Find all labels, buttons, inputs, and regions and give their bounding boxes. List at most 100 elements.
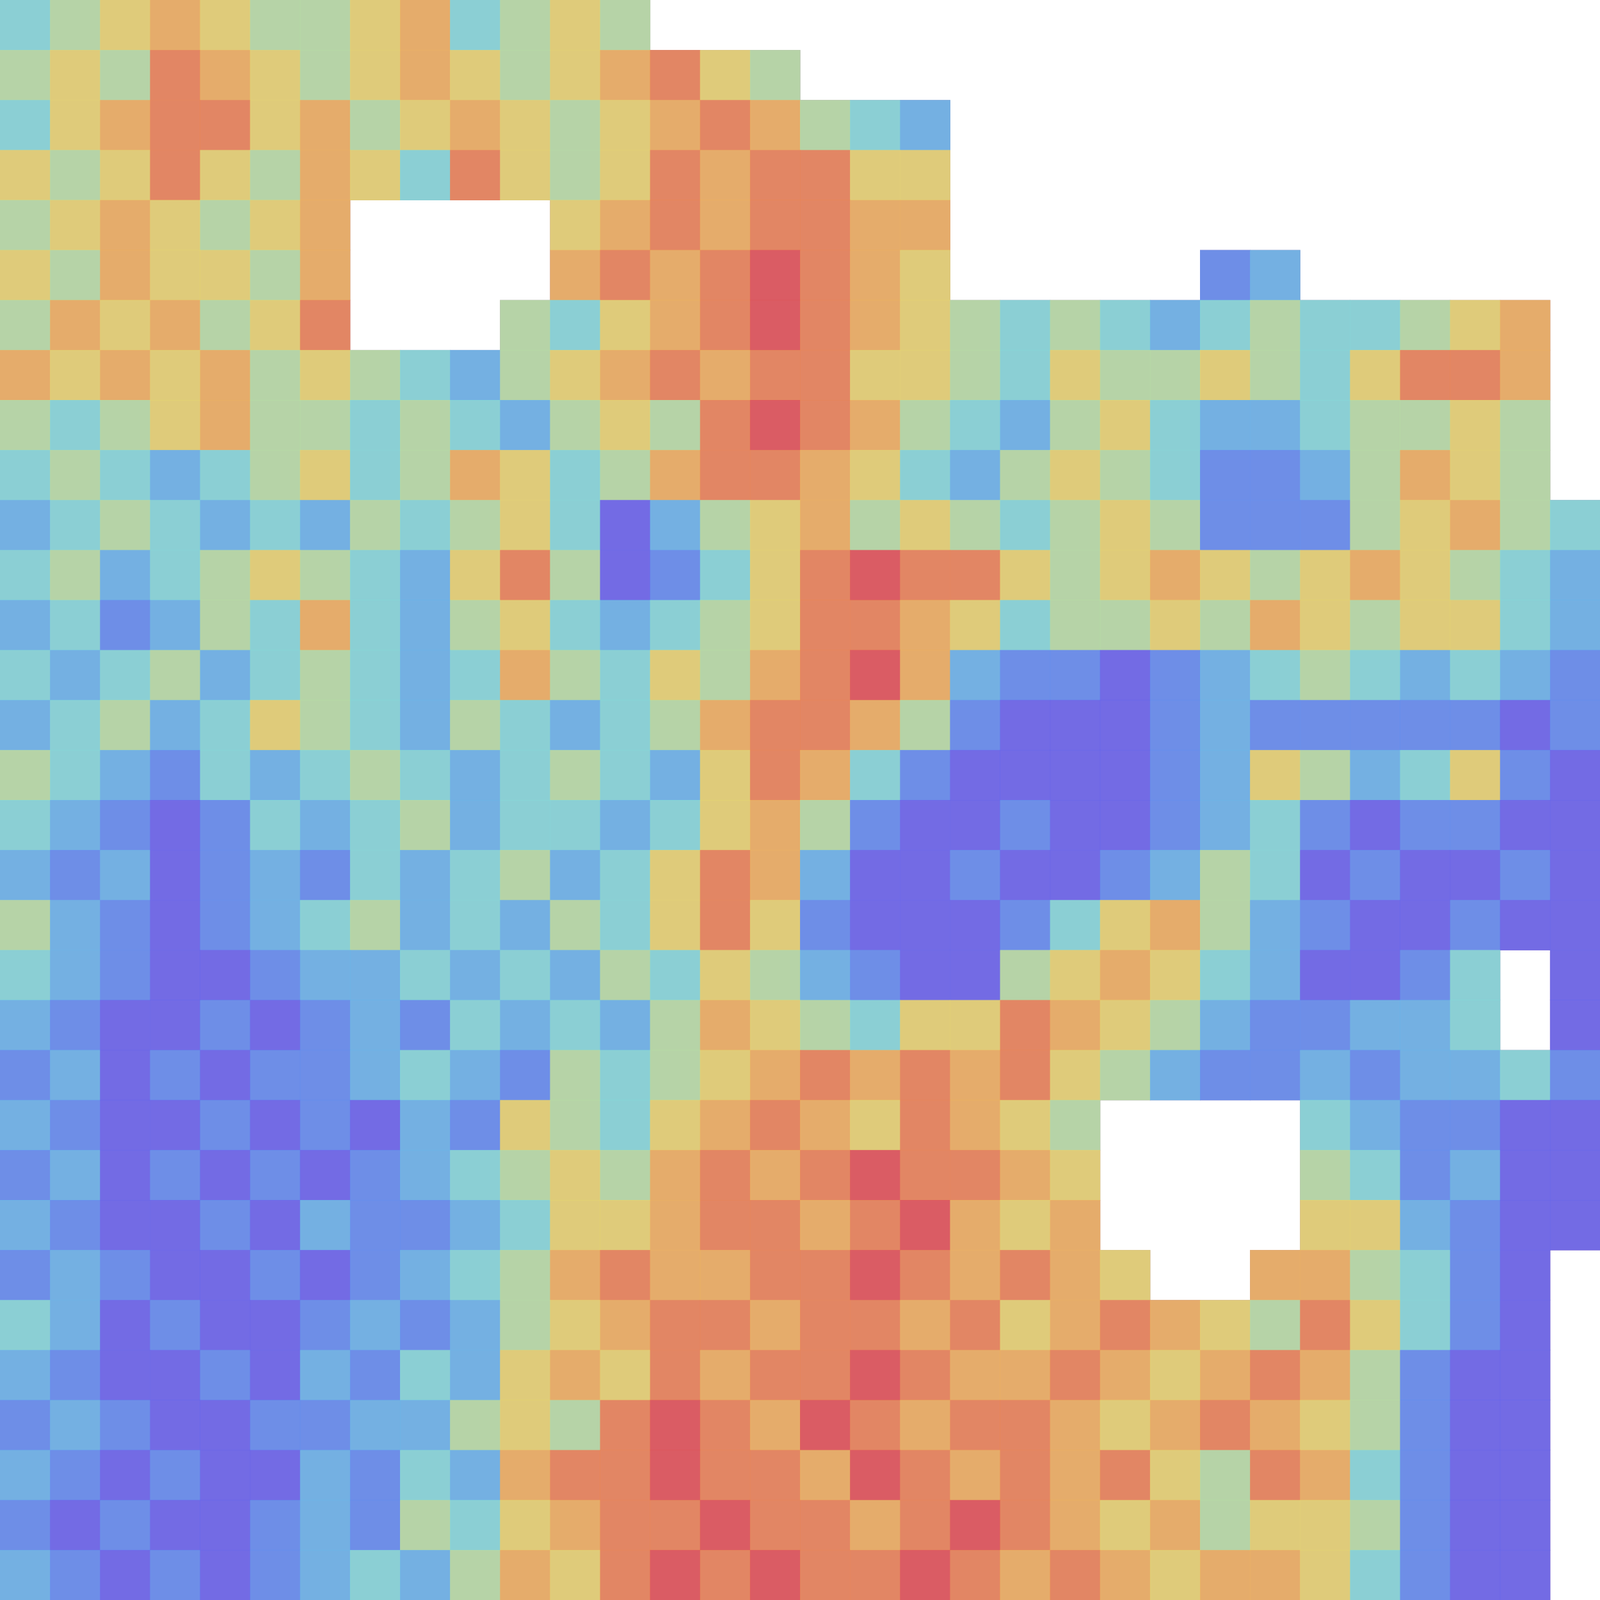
tissue-tile — [1100, 1550, 1151, 1600]
tissue-tile — [600, 1550, 651, 1600]
tissue-tile — [300, 1349, 351, 1401]
heat-cell — [1550, 600, 1600, 651]
tissue-tile — [200, 1550, 251, 1600]
heat-cell — [800, 499, 851, 551]
heat-cell — [1299, 300, 1351, 351]
tissue-tile — [250, 300, 301, 351]
tissue-tile — [549, 949, 601, 1001]
tissue-tile — [350, 949, 401, 1001]
heat-cell — [350, 350, 401, 401]
tissue-tile — [949, 1400, 1001, 1451]
heat-cell — [1249, 700, 1301, 751]
heat-cell — [1500, 1550, 1551, 1600]
tissue-tile — [400, 750, 451, 801]
tissue-tile — [650, 99, 701, 151]
tissue-tile — [1200, 300, 1251, 351]
heat-cell — [700, 549, 751, 601]
heat-cell — [449, 849, 501, 901]
tissue-tile — [149, 499, 201, 551]
heat-cell — [549, 899, 601, 951]
tissue-tile — [149, 849, 201, 901]
heat-cell — [49, 750, 101, 801]
tissue-tile — [1349, 1450, 1401, 1501]
heat-cell — [650, 1349, 701, 1401]
heat-cell — [1299, 1550, 1351, 1600]
heat-cell — [650, 1500, 701, 1551]
heat-cell — [149, 99, 201, 151]
heat-cell — [1200, 499, 1251, 551]
tissue-tile — [600, 1349, 651, 1401]
heat-cell — [750, 800, 801, 851]
heat-cell — [449, 99, 501, 151]
heat-cell — [0, 1000, 51, 1051]
tissue-tile — [0, 899, 51, 951]
heat-cell — [1150, 700, 1201, 751]
tissue-tile — [0, 1500, 51, 1551]
heat-cell — [1200, 800, 1251, 851]
heat-cell — [1100, 1550, 1151, 1600]
heat-cell — [1500, 1299, 1551, 1351]
tissue-tile — [549, 1150, 601, 1201]
tissue-tile — [949, 1000, 1001, 1051]
tissue-tile — [949, 1299, 1001, 1351]
heat-cell — [350, 1200, 401, 1251]
tissue-tile — [1249, 949, 1301, 1001]
tissue-tile — [1349, 600, 1401, 651]
tissue-tile — [750, 300, 801, 351]
tissue-tile — [149, 600, 201, 651]
tissue-tile — [449, 49, 501, 101]
heat-cell — [350, 1550, 401, 1600]
tissue-tile — [149, 750, 201, 801]
heat-cell — [899, 1500, 951, 1551]
tissue-tile — [1500, 1400, 1551, 1451]
heat-cell — [800, 1249, 851, 1301]
tissue-tile — [1500, 300, 1551, 351]
tissue-tile — [1400, 650, 1451, 701]
heat-cell — [149, 899, 201, 951]
heat-cell — [1200, 899, 1251, 951]
heat-cell — [549, 949, 601, 1001]
tissue-tile — [1450, 350, 1501, 401]
tissue-tile — [99, 800, 151, 851]
tissue-tile — [1100, 700, 1151, 751]
heat-cell — [1450, 849, 1501, 901]
heat-cell — [99, 99, 151, 151]
heat-cell — [0, 899, 51, 951]
heat-cell — [499, 800, 551, 851]
tissue-tile — [849, 1500, 901, 1551]
tissue-tile — [0, 300, 51, 351]
heat-cell — [449, 1200, 501, 1251]
heat-cell — [800, 899, 851, 951]
tissue-tile — [1200, 1500, 1251, 1551]
tissue-tile — [499, 750, 551, 801]
heat-cell — [899, 600, 951, 651]
tissue-tile — [300, 1400, 351, 1451]
tissue-tile — [800, 200, 851, 251]
tissue-tile — [549, 250, 601, 301]
tissue-tile — [149, 800, 201, 851]
tissue-tile — [800, 800, 851, 851]
heat-cell — [549, 750, 601, 801]
tissue-tile — [250, 949, 301, 1001]
tissue-tile — [1299, 650, 1351, 701]
heat-cell — [250, 1050, 301, 1101]
heat-cell — [250, 1400, 301, 1451]
heat-cell — [200, 650, 251, 701]
heat-cell — [400, 49, 451, 101]
heat-cell — [200, 549, 251, 601]
tissue-tile — [899, 1349, 951, 1401]
tissue-tile — [849, 1249, 901, 1301]
tissue-tile — [250, 1200, 301, 1251]
tissue-tile — [350, 700, 401, 751]
heat-cell — [300, 650, 351, 701]
tissue-tile — [1450, 1400, 1501, 1451]
heat-cell — [700, 1349, 751, 1401]
heat-cell — [99, 350, 151, 401]
heat-cell — [899, 1050, 951, 1101]
tissue-tile — [350, 650, 401, 701]
tissue-tile — [1400, 899, 1451, 951]
tissue-tile — [899, 600, 951, 651]
tissue-tile — [849, 549, 901, 601]
heat-cell — [300, 1150, 351, 1201]
heat-cell — [350, 800, 401, 851]
